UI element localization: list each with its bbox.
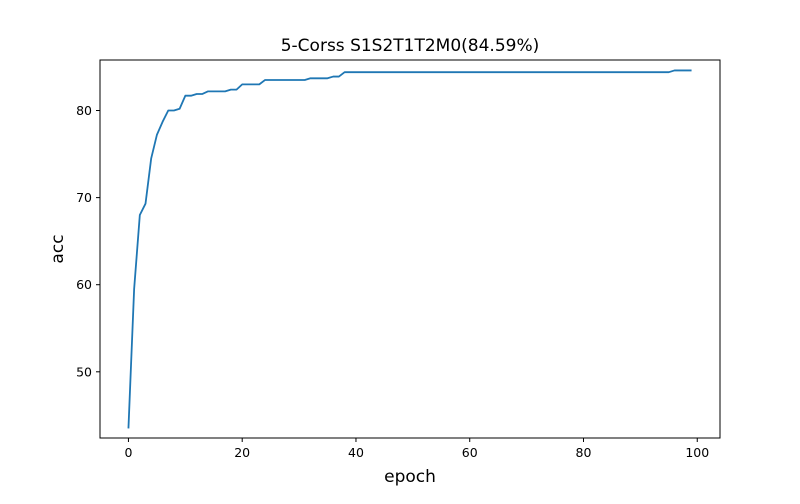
y-tick-label: 50 — [76, 364, 92, 379]
x-tick-label: 80 — [576, 445, 592, 460]
x-tick-label: 0 — [124, 445, 132, 460]
y-axis-label: acc — [48, 234, 68, 263]
series-line — [127, 69, 692, 429]
x-tick-label: 60 — [462, 445, 478, 460]
plot-frame — [99, 59, 721, 439]
y-tick-label: 80 — [76, 103, 92, 118]
y-tick-label: 70 — [76, 190, 92, 205]
y-axis-ticks: 50 60 70 80 — [76, 103, 100, 379]
x-tick-label: 40 — [348, 445, 364, 460]
x-tick-label: 20 — [234, 445, 250, 460]
plot-area — [99, 59, 721, 439]
chart-title: 5-Corss S1S2T1T2M0(84.59%) — [281, 36, 540, 56]
y-tick-label: 60 — [76, 277, 92, 292]
x-tick-label: 100 — [685, 445, 709, 460]
series-layer — [127, 69, 692, 429]
x-axis-label: epoch — [384, 467, 436, 487]
x-axis-ticks: 0 20 40 60 80 100 — [124, 438, 709, 460]
